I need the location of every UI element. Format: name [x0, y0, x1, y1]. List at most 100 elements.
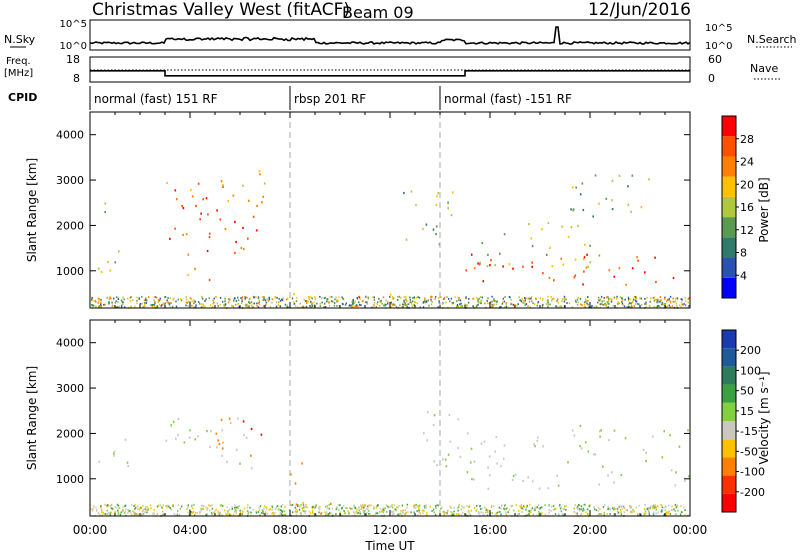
rti-cell	[100, 270, 103, 273]
rti-cell	[404, 509, 406, 512]
rti-cell	[124, 505, 126, 508]
rti-cell	[242, 248, 245, 251]
rti-cell	[220, 418, 223, 421]
rti-cell	[135, 514, 138, 516]
rti-cell	[633, 305, 635, 308]
rti-cell	[479, 505, 481, 507]
rti-cell	[534, 509, 536, 512]
rti-cell	[92, 508, 94, 510]
rti-cell	[576, 298, 579, 301]
velocity-colorbar-swatch	[722, 493, 736, 512]
rti-cell	[502, 297, 504, 300]
rti-cell	[122, 506, 124, 509]
rti-cell	[136, 296, 138, 299]
rti-cell	[238, 505, 240, 508]
rti-cell	[222, 184, 224, 187]
velocity-colorbar-swatch	[722, 348, 736, 367]
rti-cell	[206, 430, 208, 433]
rti-cell	[118, 305, 120, 308]
rti-cell	[222, 441, 224, 444]
rti-cell	[312, 505, 315, 508]
rti-cell	[565, 298, 567, 301]
rti-cell	[630, 505, 632, 508]
x-tick-label: 00:00	[673, 523, 708, 537]
rti-cell	[476, 297, 478, 299]
rti-cell	[647, 507, 649, 510]
rti-cell	[560, 506, 563, 508]
rti-cell	[199, 511, 201, 513]
rti-cell	[352, 305, 354, 308]
rti-cell	[321, 301, 323, 304]
rti-cell	[258, 299, 261, 302]
rti-cell	[156, 505, 159, 508]
rti-cell	[459, 455, 462, 458]
rti-cell	[174, 227, 176, 230]
rti-cell	[224, 228, 227, 231]
rti-cell	[635, 297, 638, 300]
rti-cell	[482, 511, 484, 514]
rti-cell	[493, 505, 495, 508]
rti-cell	[413, 296, 415, 299]
rti-cell	[656, 306, 658, 308]
rti-cell	[608, 439, 610, 442]
rti-cell	[534, 507, 536, 510]
rti-cell	[655, 298, 657, 301]
rti-cell	[305, 305, 308, 308]
rti-cell	[528, 223, 530, 226]
rti-cell	[600, 295, 603, 298]
rti-cell	[644, 503, 646, 506]
x-tick-label: 08:00	[273, 523, 308, 537]
rti-cell	[508, 263, 511, 266]
rti-cell	[332, 513, 334, 516]
rti-cell	[106, 296, 108, 299]
rti-cell	[277, 508, 280, 511]
rti-cell	[114, 506, 116, 508]
rti-cell	[202, 306, 204, 308]
rti-cell	[404, 513, 406, 516]
rti-cell	[383, 304, 385, 307]
rti-cell	[91, 509, 94, 512]
rti-cell	[278, 301, 280, 304]
rti-cell	[219, 218, 222, 221]
rti-cell	[534, 445, 536, 448]
rti-cell	[281, 511, 283, 513]
rti-cell	[497, 511, 499, 513]
rti-cell	[134, 305, 136, 308]
rti-cell	[473, 267, 476, 270]
rti-cell	[117, 298, 120, 300]
rti-cell	[456, 306, 458, 308]
rti-cell	[331, 296, 333, 298]
rti-cell	[661, 509, 663, 512]
rti-cell	[403, 191, 405, 195]
rti-cell	[629, 507, 631, 509]
rti-cell	[481, 242, 484, 245]
rti-cell	[397, 506, 399, 509]
rti-cell	[399, 304, 401, 307]
rti-cell	[333, 302, 336, 304]
rti-cell	[652, 507, 654, 509]
rti-cell	[684, 514, 686, 517]
rti-cell	[377, 301, 379, 304]
rti-cell	[113, 450, 116, 453]
rti-cell	[649, 507, 651, 510]
rti-cell	[205, 513, 207, 516]
rti-cell	[96, 509, 98, 511]
nsky-tick-top: 10^5	[60, 19, 87, 30]
rti-cell	[668, 304, 670, 307]
rti-cell	[500, 305, 502, 308]
rti-cell	[117, 511, 120, 514]
velocity-colorbar-swatch	[722, 421, 736, 440]
rti-cell	[534, 303, 536, 306]
rti-cell	[577, 301, 579, 304]
rti-cell	[561, 225, 563, 228]
power-colorbar-tick: 20	[740, 178, 754, 191]
rti-cell	[513, 509, 515, 512]
y-tick-label: 4000	[56, 129, 84, 142]
rti-cell	[310, 300, 312, 303]
rti-cell	[525, 297, 527, 300]
rti-cell	[102, 511, 104, 514]
rti-cell	[280, 513, 282, 516]
rti-cell	[241, 302, 243, 304]
rti-cell	[659, 300, 661, 303]
rti-cell	[359, 303, 361, 306]
